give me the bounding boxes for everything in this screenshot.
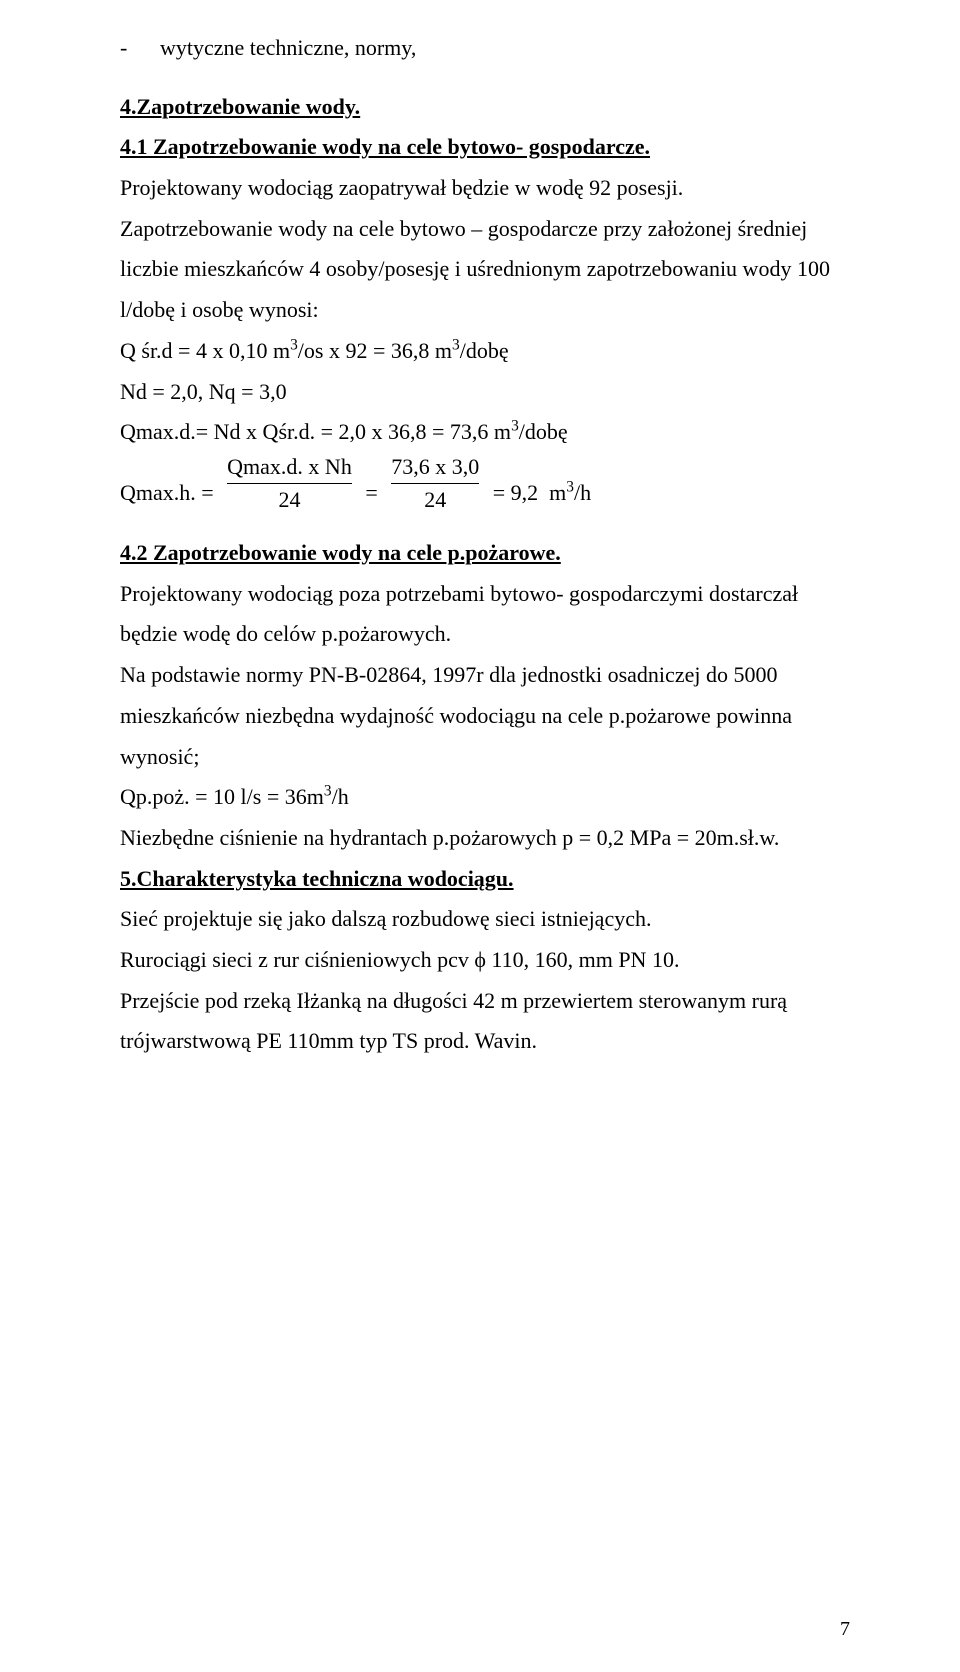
fraction-line: [227, 483, 352, 484]
superscript: 3: [566, 479, 574, 496]
equation-line: Qmax.d.= Nd x Qśr.d. = 2,0 x 36,8 = 73,6…: [120, 412, 860, 453]
heading-4-1-text: 4.1 Zapotrzebowanie wody na cele bytowo-…: [120, 134, 650, 159]
bullet-text: wytyczne techniczne, normy,: [160, 28, 416, 69]
eq-text: /dobę: [519, 419, 568, 444]
eq-text: /dobę: [460, 338, 509, 363]
eq-mid: =: [360, 453, 383, 514]
eq-text: Qmax.d.= Nd x Qśr.d. = 2,0 x 36,8 = 73,6…: [120, 419, 511, 444]
fraction: Qmax.d. x Nh 24: [227, 453, 352, 515]
fraction-line: [391, 483, 479, 484]
paragraph: Rurociągi sieci z rur ciśnieniowych pcv …: [120, 940, 860, 981]
eq-text: /h: [332, 784, 349, 809]
spacer: [120, 515, 860, 533]
heading-4-1: 4.1 Zapotrzebowanie wody na cele bytowo-…: [120, 127, 860, 168]
superscript: 3: [324, 783, 332, 800]
paragraph: Przejście pod rzeką Iłżanką na długości …: [120, 981, 860, 1062]
fraction: 73,6 x 3,0 24: [391, 453, 479, 515]
heading-5-text: 5.Charakterystyka techniczna wodociągu.: [120, 866, 514, 891]
fraction-equation: Qmax.h. = Qmax.d. x Nh 24 = 73,6 x 3,0 2…: [120, 453, 860, 515]
superscript: 3: [452, 336, 460, 353]
heading-4-2: 4.2 Zapotrzebowanie wody na cele p.pożar…: [120, 533, 860, 574]
paragraph: Sieć projektuje się jako dalszą rozbudow…: [120, 899, 860, 940]
paragraph: Projektowany wodociąg poza potrzebami by…: [120, 574, 860, 655]
eq-text: /os x 92 = 36,8 m: [298, 338, 452, 363]
bullet-item: - wytyczne techniczne, normy,: [120, 28, 860, 69]
equation-line: Qp.poż. = 10 l/s = 36m3/h: [120, 777, 860, 818]
numerator: 73,6 x 3,0: [391, 453, 479, 482]
eq-text: /h: [574, 480, 591, 505]
heading-4-text: 4.Zapotrzebowanie wody.: [120, 94, 360, 119]
heading-4-2-text: 4.2 Zapotrzebowanie wody na cele p.pożar…: [120, 540, 561, 565]
page-number: 7: [840, 1611, 850, 1648]
numerator: Qmax.d. x Nh: [227, 453, 352, 482]
denominator: 24: [279, 486, 301, 515]
bullet-dash: -: [120, 28, 160, 69]
equation-line: Q śr.d = 4 x 0,10 m3/os x 92 = 36,8 m3/d…: [120, 331, 860, 372]
superscript: 3: [290, 336, 298, 353]
paragraph: Projektowany wodociąg zaopatrywał będzie…: [120, 168, 860, 209]
denominator: 24: [424, 486, 446, 515]
spacer: [120, 69, 860, 87]
paragraph: Zapotrzebowanie wody na cele bytowo – go…: [120, 209, 860, 331]
superscript: 3: [511, 418, 519, 435]
heading-4: 4.Zapotrzebowanie wody.: [120, 87, 860, 128]
eq-suffix: = 9,2 m3/h: [487, 453, 591, 514]
paragraph: Niezbędne ciśnienie na hydrantach p.poża…: [120, 818, 860, 859]
eq-text: = 9,2 m: [487, 480, 566, 505]
equation-line: Nd = 2,0, Nq = 3,0: [120, 372, 860, 413]
eq-text: Q śr.d = 4 x 0,10 m: [120, 338, 290, 363]
document-page: - wytyczne techniczne, normy, 4.Zapotrze…: [0, 0, 960, 1672]
heading-5: 5.Charakterystyka techniczna wodociągu.: [120, 859, 860, 900]
paragraph: Na podstawie normy PN-B-02864, 1997r dla…: [120, 655, 860, 777]
eq-prefix: Qmax.h. =: [120, 453, 219, 514]
eq-text: Qp.poż. = 10 l/s = 36m: [120, 784, 324, 809]
